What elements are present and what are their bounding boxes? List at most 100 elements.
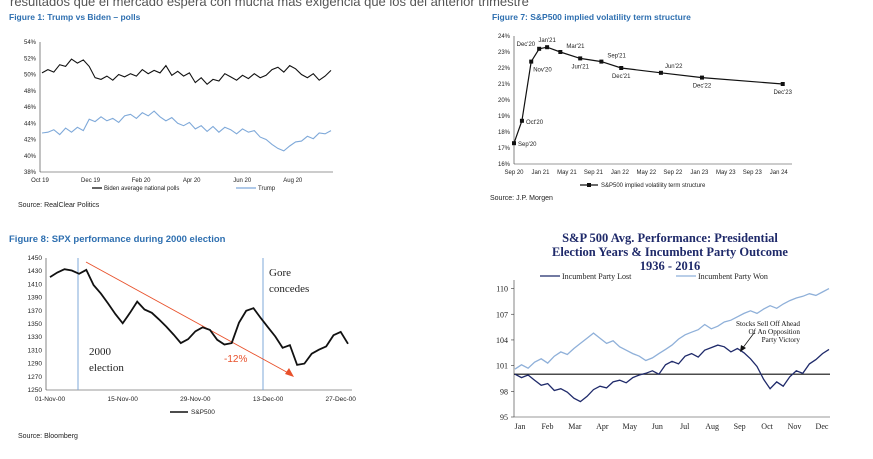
fig7-chart: 16% 17% 18% 19% 20% 21% 22% 23% 24% Sep 20 Jan 21 M… (498, 34, 793, 189)
fig7-xtick-label: Jan 24 (770, 170, 789, 176)
fig9-ytick-label: 101 (496, 362, 508, 371)
fig9-xtick-label: Jan (515, 422, 526, 431)
fig7-point-label: Mar'21 (566, 44, 585, 50)
fig1-ytick-label: 44% (24, 121, 37, 127)
fig7-ytick-label: 16% (498, 162, 511, 168)
fig7-xtick-label: Sep 20 (504, 170, 524, 176)
fig9-xtick-label: Mar (568, 422, 582, 431)
fig8-ytick-label: 1350 (28, 321, 43, 328)
fig7-ytick-label: 17% (498, 146, 511, 152)
fig7-source: Source: J.P. Morgen (490, 195, 553, 202)
fig7-xtick-label: May 22 (637, 170, 657, 176)
fig7-point-marker (529, 59, 534, 64)
fig7-point-label: Dec'21 (612, 74, 631, 80)
fig1-ytick-label: 48% (24, 89, 37, 95)
fig7-xtick-label: Jan 22 (611, 170, 630, 176)
page-top-text: resultados que el mercado espera con muc… (10, 0, 529, 9)
fig7-point-label: Nov'20 (533, 68, 552, 74)
fig9-legend-label-lost: Incumbent Party Lost (562, 272, 632, 281)
fig1-series-line-1 (41, 110, 332, 152)
fig8-title: Figure 8: SPX performance during 2000 el… (9, 234, 226, 245)
fig1-ytick-label: 46% (24, 105, 37, 111)
fig9-xtick-label: Aug (705, 422, 719, 431)
fig8-ytick-label: 1430 (28, 268, 43, 275)
fig1-chart: 38% 40% 42% 44% 46% 48% 50% 52% 54% Oct 19 Dec 19 F… (24, 40, 333, 192)
fig1-ytick-label: 54% (24, 40, 37, 46)
fig9-legend-label-won: Incumbent Party Won (698, 272, 768, 281)
fig9-ytick-label: 110 (496, 285, 508, 294)
fig1-ytick-label: 50% (24, 73, 37, 79)
fig8-change-label: -12% (224, 354, 247, 365)
fig7-ytick-label: 18% (498, 130, 511, 136)
fig9-xtick-label: Jun (652, 422, 663, 431)
fig9-xtick-label: May (622, 422, 637, 431)
fig9-ytick-label: 107 (496, 310, 508, 319)
fig9-ytick-label: 98 (500, 387, 508, 396)
fig7-point-marker (658, 70, 663, 75)
fig8-ytick-label: 1450 (28, 255, 43, 262)
fig7-point-marker (519, 118, 524, 123)
fig8-series-line (49, 268, 349, 366)
fig8-ytick-label: 1290 (28, 361, 43, 368)
fig7-ytick-label: 24% (498, 34, 511, 40)
fig1-legend-label-biden: Biden average national polls (104, 186, 179, 192)
fig8-legend-label: S&P500 (191, 409, 215, 416)
fig9-series-line-lost (514, 344, 830, 403)
fig7-xtick-label: Jan 21 (531, 170, 550, 176)
fig7-point-label: Oct'20 (526, 120, 544, 126)
fig1-ytick-label: 38% (24, 170, 37, 176)
fig7-legend-marker (587, 183, 591, 187)
fig1-ytick-label: 52% (24, 56, 37, 62)
fig7-ytick-label: 21% (498, 82, 511, 88)
fig8-xtick-label: 27-Dec-00 (326, 396, 357, 403)
fig7-point-label: Jan'21 (538, 38, 556, 44)
fig9-ytick-label: 95 (500, 413, 508, 422)
fig7-ytick-label: 19% (498, 114, 511, 120)
fig1-series-line-0 (41, 58, 332, 86)
fig7-point-marker (537, 46, 542, 51)
fig8-ytick-label: 1250 (28, 387, 43, 394)
fig1-ytick-label: 42% (24, 138, 37, 144)
fig1-xtick-label: Feb 20 (132, 178, 151, 184)
fig7-point-label: Jun'22 (665, 64, 683, 70)
fig8-trend-arrowhead (285, 368, 294, 377)
fig1-xtick-label: Apr 20 (183, 178, 201, 184)
fig1-xtick-label: Jun 20 (233, 178, 252, 184)
fig9-xtick-label: Jul (680, 422, 690, 431)
fig7-xtick-label: Sep 22 (663, 170, 683, 176)
fig8-ytick-label: 1270 (28, 374, 43, 381)
fig9-series-line-won (514, 288, 830, 370)
fig1-legend-label-trump: Trump (258, 186, 276, 192)
fig7-point-marker (699, 75, 704, 80)
fig7-xtick-label: Sep 23 (743, 170, 763, 176)
fig8-concedes-label: Gore concedes (269, 267, 309, 295)
fig8-source: Source: Bloomberg (18, 433, 78, 440)
fig1-xtick-label: Dec 19 (81, 178, 101, 184)
fig9-chart: S&P 500 Avg. Performance: Presidential El… (496, 231, 830, 431)
fig7-point-marker (578, 56, 583, 61)
fig8-trend-arrow (85, 261, 293, 376)
fig7-point-marker (599, 59, 604, 64)
fig7-point-marker (558, 50, 563, 54)
fig1-source: Source: RealClear Politics (18, 202, 100, 209)
fig8-ytick-label: 1310 (28, 347, 43, 354)
fig7-point-label: Sep'20 (518, 142, 537, 148)
fig7-ytick-label: 23% (498, 50, 511, 56)
fig9-xtick-label: Sep (734, 422, 746, 431)
fig9-xtick-label: Apr (596, 422, 609, 431)
fig7-xtick-label: May 21 (557, 170, 577, 176)
fig7-xtick-label: May 23 (716, 170, 736, 176)
fig7-legend-label: S&P500 implied volatility term structure (601, 183, 706, 189)
fig8-xtick-label: 13-Dec-00 (253, 396, 284, 403)
fig7-point-marker (780, 82, 785, 86)
fig8-ytick-label: 1410 (28, 281, 43, 288)
fig1-ytick-label: 40% (24, 154, 37, 160)
fig9-xtick-label: Dec (816, 422, 829, 431)
fig1-xtick-label: Oct 19 (31, 178, 49, 184)
fig7-point-marker (545, 45, 550, 50)
fig9-annotation-arrow (741, 332, 755, 350)
fig8-ytick-label: 1330 (28, 334, 43, 341)
fig9-xtick-label: Feb (541, 422, 553, 431)
fig9-annotation: Stocks Sell Off Ahead Of An Opposition Par… (736, 320, 800, 344)
fig1-xtick-label: Aug 20 (283, 178, 303, 184)
